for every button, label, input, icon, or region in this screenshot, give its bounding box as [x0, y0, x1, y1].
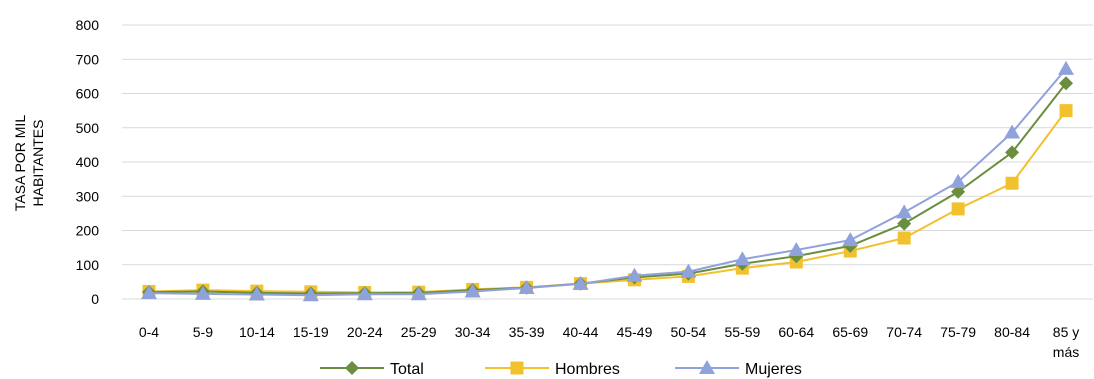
y-tick-label: 300	[76, 188, 100, 204]
legend-label-total: Total	[390, 361, 424, 378]
gridlines	[122, 24, 1093, 300]
legend-label-mujeres: Mujeres	[745, 361, 802, 378]
y-axis-ticks: 0 100 200 300 400 500 600 700 800	[76, 17, 100, 307]
y-axis-label-line: HABITANTES	[30, 120, 46, 207]
x-tick-label: 35-39	[509, 324, 545, 340]
point-mujeres	[788, 242, 805, 257]
x-tick-label-line: más	[1053, 344, 1079, 360]
y-tick-label: 600	[76, 86, 100, 102]
series-mujeres	[140, 60, 1075, 302]
legend-marker-total	[345, 361, 359, 375]
point-hombres	[1005, 176, 1019, 190]
x-tick-label: 65-69	[832, 324, 868, 340]
y-tick-label: 800	[76, 17, 100, 33]
legend-item-total: Total	[320, 361, 424, 378]
point-mujeres	[680, 263, 697, 278]
x-tick-label-line: 5-9	[193, 324, 213, 340]
y-tick-label: 0	[91, 291, 99, 307]
y-axis-label: TASA POR MIL HABITANTES	[12, 115, 46, 211]
point-mujeres	[734, 251, 751, 266]
x-tick-label-line: 50-54	[671, 324, 707, 340]
legend-label-hombres: Hombres	[555, 361, 620, 378]
legend: Total Hombres Mujeres	[320, 360, 802, 378]
legend-item-hombres: Hombres	[485, 361, 620, 378]
point-total	[951, 184, 966, 199]
point-mujeres	[626, 267, 643, 282]
y-tick-label: 700	[76, 51, 100, 67]
legend-marker-mujeres	[699, 360, 715, 374]
point-mujeres	[842, 232, 859, 247]
point-total	[1059, 76, 1074, 91]
y-tick-label: 500	[76, 120, 100, 136]
point-mujeres	[896, 204, 913, 219]
point-mujeres	[194, 285, 211, 300]
x-tick-label: 25-29	[401, 324, 437, 340]
series-line-mujeres	[148, 68, 1067, 297]
x-tick-label: 75-79	[940, 324, 976, 340]
point-mujeres	[464, 283, 481, 298]
y-tick-label: 100	[76, 257, 100, 273]
legend-marker-hombres	[510, 361, 524, 375]
x-tick-label-line: 85 y	[1053, 324, 1079, 340]
series-line-total	[148, 82, 1067, 295]
point-total	[897, 216, 912, 231]
x-tick-label: 45-49	[617, 324, 653, 340]
x-tick-label-line: 55-59	[724, 324, 760, 340]
x-tick-label: 20-24	[347, 324, 383, 340]
point-mujeres	[140, 285, 157, 300]
x-tick-label: 80-84	[994, 324, 1030, 340]
x-tick-label-line: 20-24	[347, 324, 383, 340]
series-line-hombres	[148, 110, 1067, 294]
x-tick-label: 50-54	[671, 324, 707, 340]
point-hombres	[897, 231, 911, 245]
y-tick-label: 400	[76, 154, 100, 170]
y-tick-label: 200	[76, 223, 100, 239]
x-axis-ticks: 0-4 5-9 10-14 15-19 20-24 25-29 30-34 35-39 40-4…	[139, 324, 1079, 360]
x-tick-label-line: 35-39	[509, 324, 545, 340]
point-total	[1005, 145, 1020, 160]
point-mujeres	[950, 173, 967, 188]
x-tick-label: 60-64	[778, 324, 814, 340]
point-mujeres	[302, 287, 319, 302]
x-tick-label-line: 15-19	[293, 324, 329, 340]
x-tick-label: 0-4	[139, 324, 159, 340]
legend-item-mujeres: Mujeres	[675, 360, 802, 378]
x-tick-label: 85 y más	[1053, 324, 1079, 360]
point-mujeres	[572, 275, 589, 290]
x-tick-label-line: 30-34	[455, 324, 491, 340]
x-tick-label: 40-44	[563, 324, 599, 340]
x-tick-label: 10-14	[239, 324, 275, 340]
point-mujeres	[248, 286, 265, 301]
point-mujeres	[410, 286, 427, 301]
x-tick-label-line: 25-29	[401, 324, 437, 340]
x-tick-label-line: 0-4	[139, 324, 159, 340]
x-tick-label-line: 10-14	[239, 324, 275, 340]
x-tick-label-line: 60-64	[778, 324, 814, 340]
x-tick-label-line: 70-74	[886, 324, 922, 340]
point-hombres	[951, 202, 965, 216]
point-mujeres	[518, 280, 535, 295]
series-total	[141, 76, 1074, 301]
point-mujeres	[1004, 124, 1021, 139]
x-tick-label-line: 40-44	[563, 324, 599, 340]
x-tick-label-line: 65-69	[832, 324, 868, 340]
x-tick-label-line: 75-79	[940, 324, 976, 340]
x-tick-label: 70-74	[886, 324, 922, 340]
x-tick-label: 15-19	[293, 324, 329, 340]
point-hombres	[1059, 104, 1073, 118]
y-axis-label-line: TASA POR MIL	[12, 115, 28, 211]
series-group	[140, 60, 1075, 302]
x-tick-label-line: 80-84	[994, 324, 1030, 340]
point-mujeres	[356, 286, 373, 301]
point-mujeres	[1058, 60, 1075, 75]
series-hombres	[142, 104, 1073, 299]
x-tick-label-line: 45-49	[617, 324, 653, 340]
x-tick-label: 55-59	[724, 324, 760, 340]
x-tick-label: 30-34	[455, 324, 491, 340]
x-tick-label: 5-9	[193, 324, 213, 340]
